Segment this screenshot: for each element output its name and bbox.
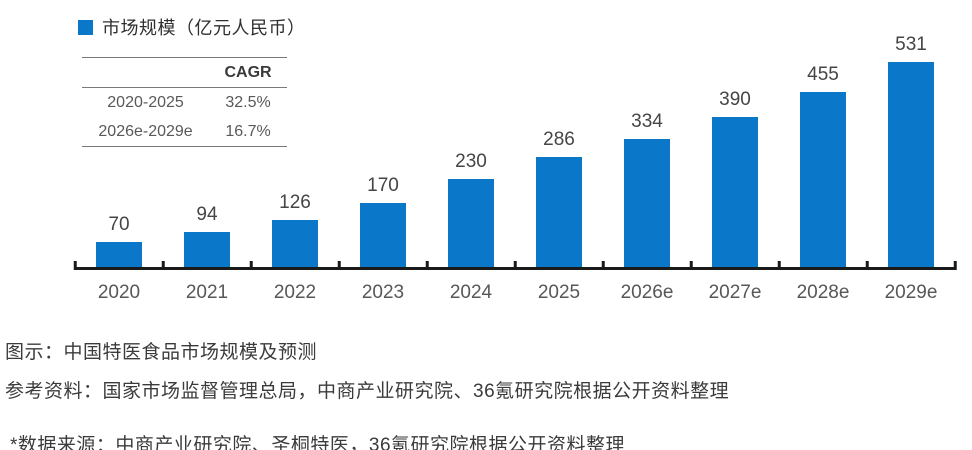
x-axis-labels: 2020 2021 2022 2023 2024 2025 2026e 2027e 2028e 2…: [75, 282, 955, 304]
bar-value-label: 531: [895, 34, 927, 55]
x-tick-label: 2029e: [884, 282, 938, 303]
bar-value-label: 455: [807, 64, 839, 85]
axis-tick: [777, 261, 781, 270]
x-tick-label: 2020: [97, 282, 141, 303]
axis-tick: [337, 261, 341, 270]
bar: [360, 203, 406, 269]
cagr-table: CAGR 2020-2025 32.5% 2026e-2029e 16.7%: [82, 57, 287, 147]
bar-slot-2022: 126: [251, 20, 339, 269]
cagr-table-header: CAGR: [224, 63, 272, 81]
bar-slot-2021: 94: [163, 20, 251, 269]
axis-tick: [161, 261, 165, 270]
bar-slot-2025: 286: [515, 20, 603, 269]
x-tick-label: 2022: [273, 282, 317, 303]
cagr-table-row: 2020-2025 32.5%: [82, 88, 287, 117]
axis-tick: [865, 261, 869, 270]
caption-source: *数据来源：中商产业研究院、圣桐特医，36氪研究院根据公开资料整理: [10, 435, 626, 450]
bar: [536, 157, 582, 269]
axis-tick: [513, 261, 517, 270]
cagr-period: 2020-2025: [107, 93, 184, 111]
x-tick-label: 2026e: [620, 282, 674, 303]
bar-value-label: 126: [279, 192, 311, 213]
bar: [96, 242, 142, 269]
bar-value-label: 94: [196, 204, 218, 225]
legend: 市场规模（亿元人民币）: [78, 14, 306, 40]
x-tick-label: 2027e: [708, 282, 762, 303]
bar-slot-2026e: 334: [603, 20, 691, 269]
caption-reference: 参考资料：国家市场监督管理总局，中商产业研究院、36氪研究院根据公开资料整理: [5, 381, 730, 402]
bar-value-label: 170: [367, 175, 399, 196]
cagr-value: 32.5%: [225, 93, 271, 111]
bar-value-label: 390: [719, 89, 751, 110]
axis-tick: [425, 261, 429, 270]
cagr-period: 2026e-2029e: [98, 122, 193, 140]
caption-title: 图示：中国特医食品市场规模及预测: [5, 342, 318, 363]
bar: [712, 117, 758, 269]
bar-slot-2024: 230: [427, 20, 515, 269]
bar-slot-2027e: 390: [691, 20, 779, 269]
bar-slot-2029e: 531: [867, 20, 955, 269]
axis-tick: [73, 261, 77, 270]
legend-label: 市场规模（亿元人民币）: [102, 18, 306, 38]
cagr-table-header-row: CAGR: [82, 58, 287, 88]
bar: [624, 139, 670, 269]
bar-value-label: 70: [108, 214, 130, 235]
bar-series: 70 94 126 170 230 286 334 390 455 531: [75, 20, 955, 269]
bar-value-label: 286: [543, 129, 575, 150]
bar-value-label: 334: [631, 111, 663, 132]
x-axis: [73, 261, 957, 270]
legend-swatch-icon: [78, 19, 93, 35]
axis-tick: [953, 261, 957, 270]
bar-slot-2023: 170: [339, 20, 427, 269]
cagr-value: 16.7%: [225, 122, 271, 140]
x-tick-label: 2024: [449, 282, 493, 303]
bar-slot-2020: 70: [75, 20, 163, 269]
bar: [800, 92, 846, 269]
axis-tick: [601, 261, 605, 270]
bar: [184, 232, 230, 269]
cagr-table-row: 2026e-2029e 16.7%: [82, 117, 287, 146]
bar-value-label: 230: [455, 151, 487, 172]
axis-tick: [689, 261, 693, 270]
x-tick-label: 2021: [185, 282, 229, 303]
axis-tick: [249, 261, 253, 270]
bar: [888, 62, 934, 269]
bar: [272, 220, 318, 269]
x-tick-label: 2028e: [796, 282, 850, 303]
bar-slot-2028e: 455: [779, 20, 867, 269]
x-tick-label: 2025: [537, 282, 581, 303]
captions: 图示：中国特医食品市场规模及预测 参考资料：国家市场监督管理总局，中商产业研究院…: [5, 337, 729, 450]
x-tick-label: 2023: [361, 282, 405, 303]
bar: [448, 179, 494, 269]
